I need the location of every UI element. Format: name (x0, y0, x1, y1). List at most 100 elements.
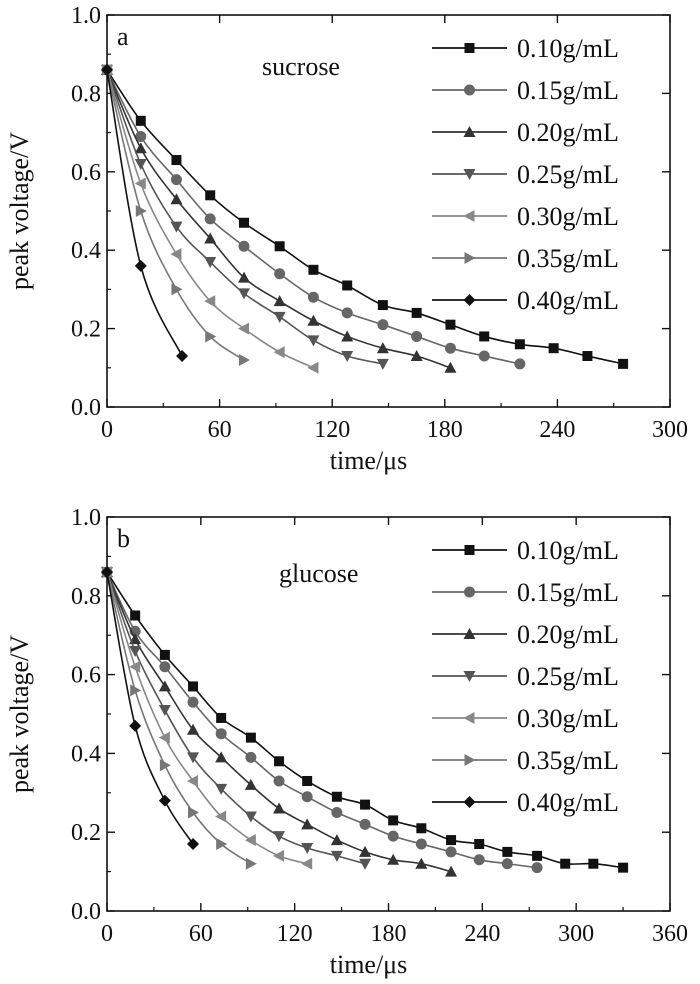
data-point (205, 190, 216, 201)
data-point (301, 857, 313, 870)
data-point (307, 361, 319, 374)
legend-marker (463, 796, 476, 808)
data-point (560, 858, 571, 869)
data-point (129, 719, 142, 732)
legend-label: 0.25g/mL (517, 662, 619, 691)
series-line (106, 69, 245, 361)
data-point (582, 351, 593, 362)
y-tick-label: 0.4 (71, 741, 101, 767)
data-point (130, 684, 142, 697)
data-point (341, 330, 354, 342)
x-tick-label: 360 (652, 921, 688, 947)
data-point (187, 774, 199, 787)
data-point (531, 862, 543, 874)
data-point (158, 680, 171, 692)
series-line (106, 571, 538, 869)
data-point (237, 271, 250, 283)
data-point (359, 845, 372, 857)
data-point (129, 660, 141, 673)
data-point (245, 857, 257, 870)
data-point (158, 705, 171, 717)
legend-entry: 0.35g/mL (432, 746, 619, 775)
legend-label: 0.10g/mL (517, 34, 619, 63)
data-point (410, 350, 423, 362)
data-point (411, 330, 423, 342)
series-line (106, 69, 183, 357)
x-tick-label: 240 (464, 921, 500, 947)
data-point (415, 838, 427, 850)
data-point (171, 155, 182, 166)
legend-marker (464, 545, 475, 555)
data-point (331, 807, 343, 818)
y-tick-label: 0.8 (71, 81, 101, 107)
legend-label: 0.40g/mL (517, 286, 619, 315)
data-point (238, 240, 250, 252)
data-point (215, 751, 228, 763)
legend-entry: 0.15g/mL (432, 578, 619, 607)
data-point (170, 248, 182, 261)
data-point (237, 322, 249, 335)
legend-marker (463, 210, 475, 222)
legend-entry: 0.40g/mL (432, 286, 619, 315)
data-point (216, 712, 227, 723)
panel-letter: a (117, 22, 129, 51)
legend-marker (463, 126, 476, 137)
series-7 (101, 566, 200, 851)
data-point (301, 791, 313, 803)
x-tick-label: 180 (371, 921, 407, 947)
sample-label: sucrose (262, 52, 340, 81)
series-line (106, 571, 452, 873)
data-point (445, 846, 457, 858)
data-point (238, 353, 250, 366)
data-point (415, 857, 428, 869)
series-2 (101, 64, 526, 370)
data-point (170, 174, 182, 186)
data-point (446, 835, 457, 846)
legend-entry: 0.20g/mL (432, 118, 619, 147)
series-line (106, 571, 252, 865)
y-axis-title: peak voltage/V (5, 132, 34, 290)
legend-marker (464, 84, 475, 96)
legend-marker (463, 294, 476, 306)
legend-label: 0.30g/mL (517, 704, 619, 733)
sample-label: glucose (279, 559, 358, 588)
data-point (159, 649, 170, 660)
data-point (330, 850, 343, 862)
series-line (106, 69, 451, 369)
series-line (106, 69, 384, 365)
legend-entry: 0.10g/mL (432, 536, 619, 565)
series-2 (101, 566, 543, 874)
data-point (170, 193, 183, 205)
series-4 (101, 64, 389, 370)
data-point (388, 815, 399, 826)
y-tick-label: 0.2 (71, 317, 101, 343)
data-point (474, 839, 485, 850)
data-point (473, 854, 485, 866)
x-tick-label: 180 (427, 417, 463, 443)
data-point (532, 850, 543, 861)
data-point (301, 818, 314, 830)
data-point (331, 791, 342, 802)
data-point (273, 346, 285, 359)
data-point (301, 842, 314, 854)
data-point (216, 838, 228, 851)
data-point (187, 696, 199, 708)
data-point (273, 802, 286, 814)
data-point (158, 731, 170, 744)
data-point (478, 350, 490, 362)
legend-label: 0.25g/mL (517, 160, 619, 189)
legend-marker (463, 712, 475, 724)
data-point (238, 217, 249, 228)
data-point (548, 343, 559, 354)
data-point (204, 213, 216, 225)
data-point (187, 723, 200, 735)
data-point (244, 834, 256, 847)
data-point (134, 177, 146, 190)
data-point (501, 858, 513, 870)
legend-entry: 0.10g/mL (432, 34, 619, 63)
data-point (302, 775, 313, 786)
data-point (416, 823, 427, 834)
data-point (170, 221, 183, 233)
legend-label: 0.35g/mL (517, 746, 619, 775)
y-tick-label: 0.6 (71, 663, 101, 689)
